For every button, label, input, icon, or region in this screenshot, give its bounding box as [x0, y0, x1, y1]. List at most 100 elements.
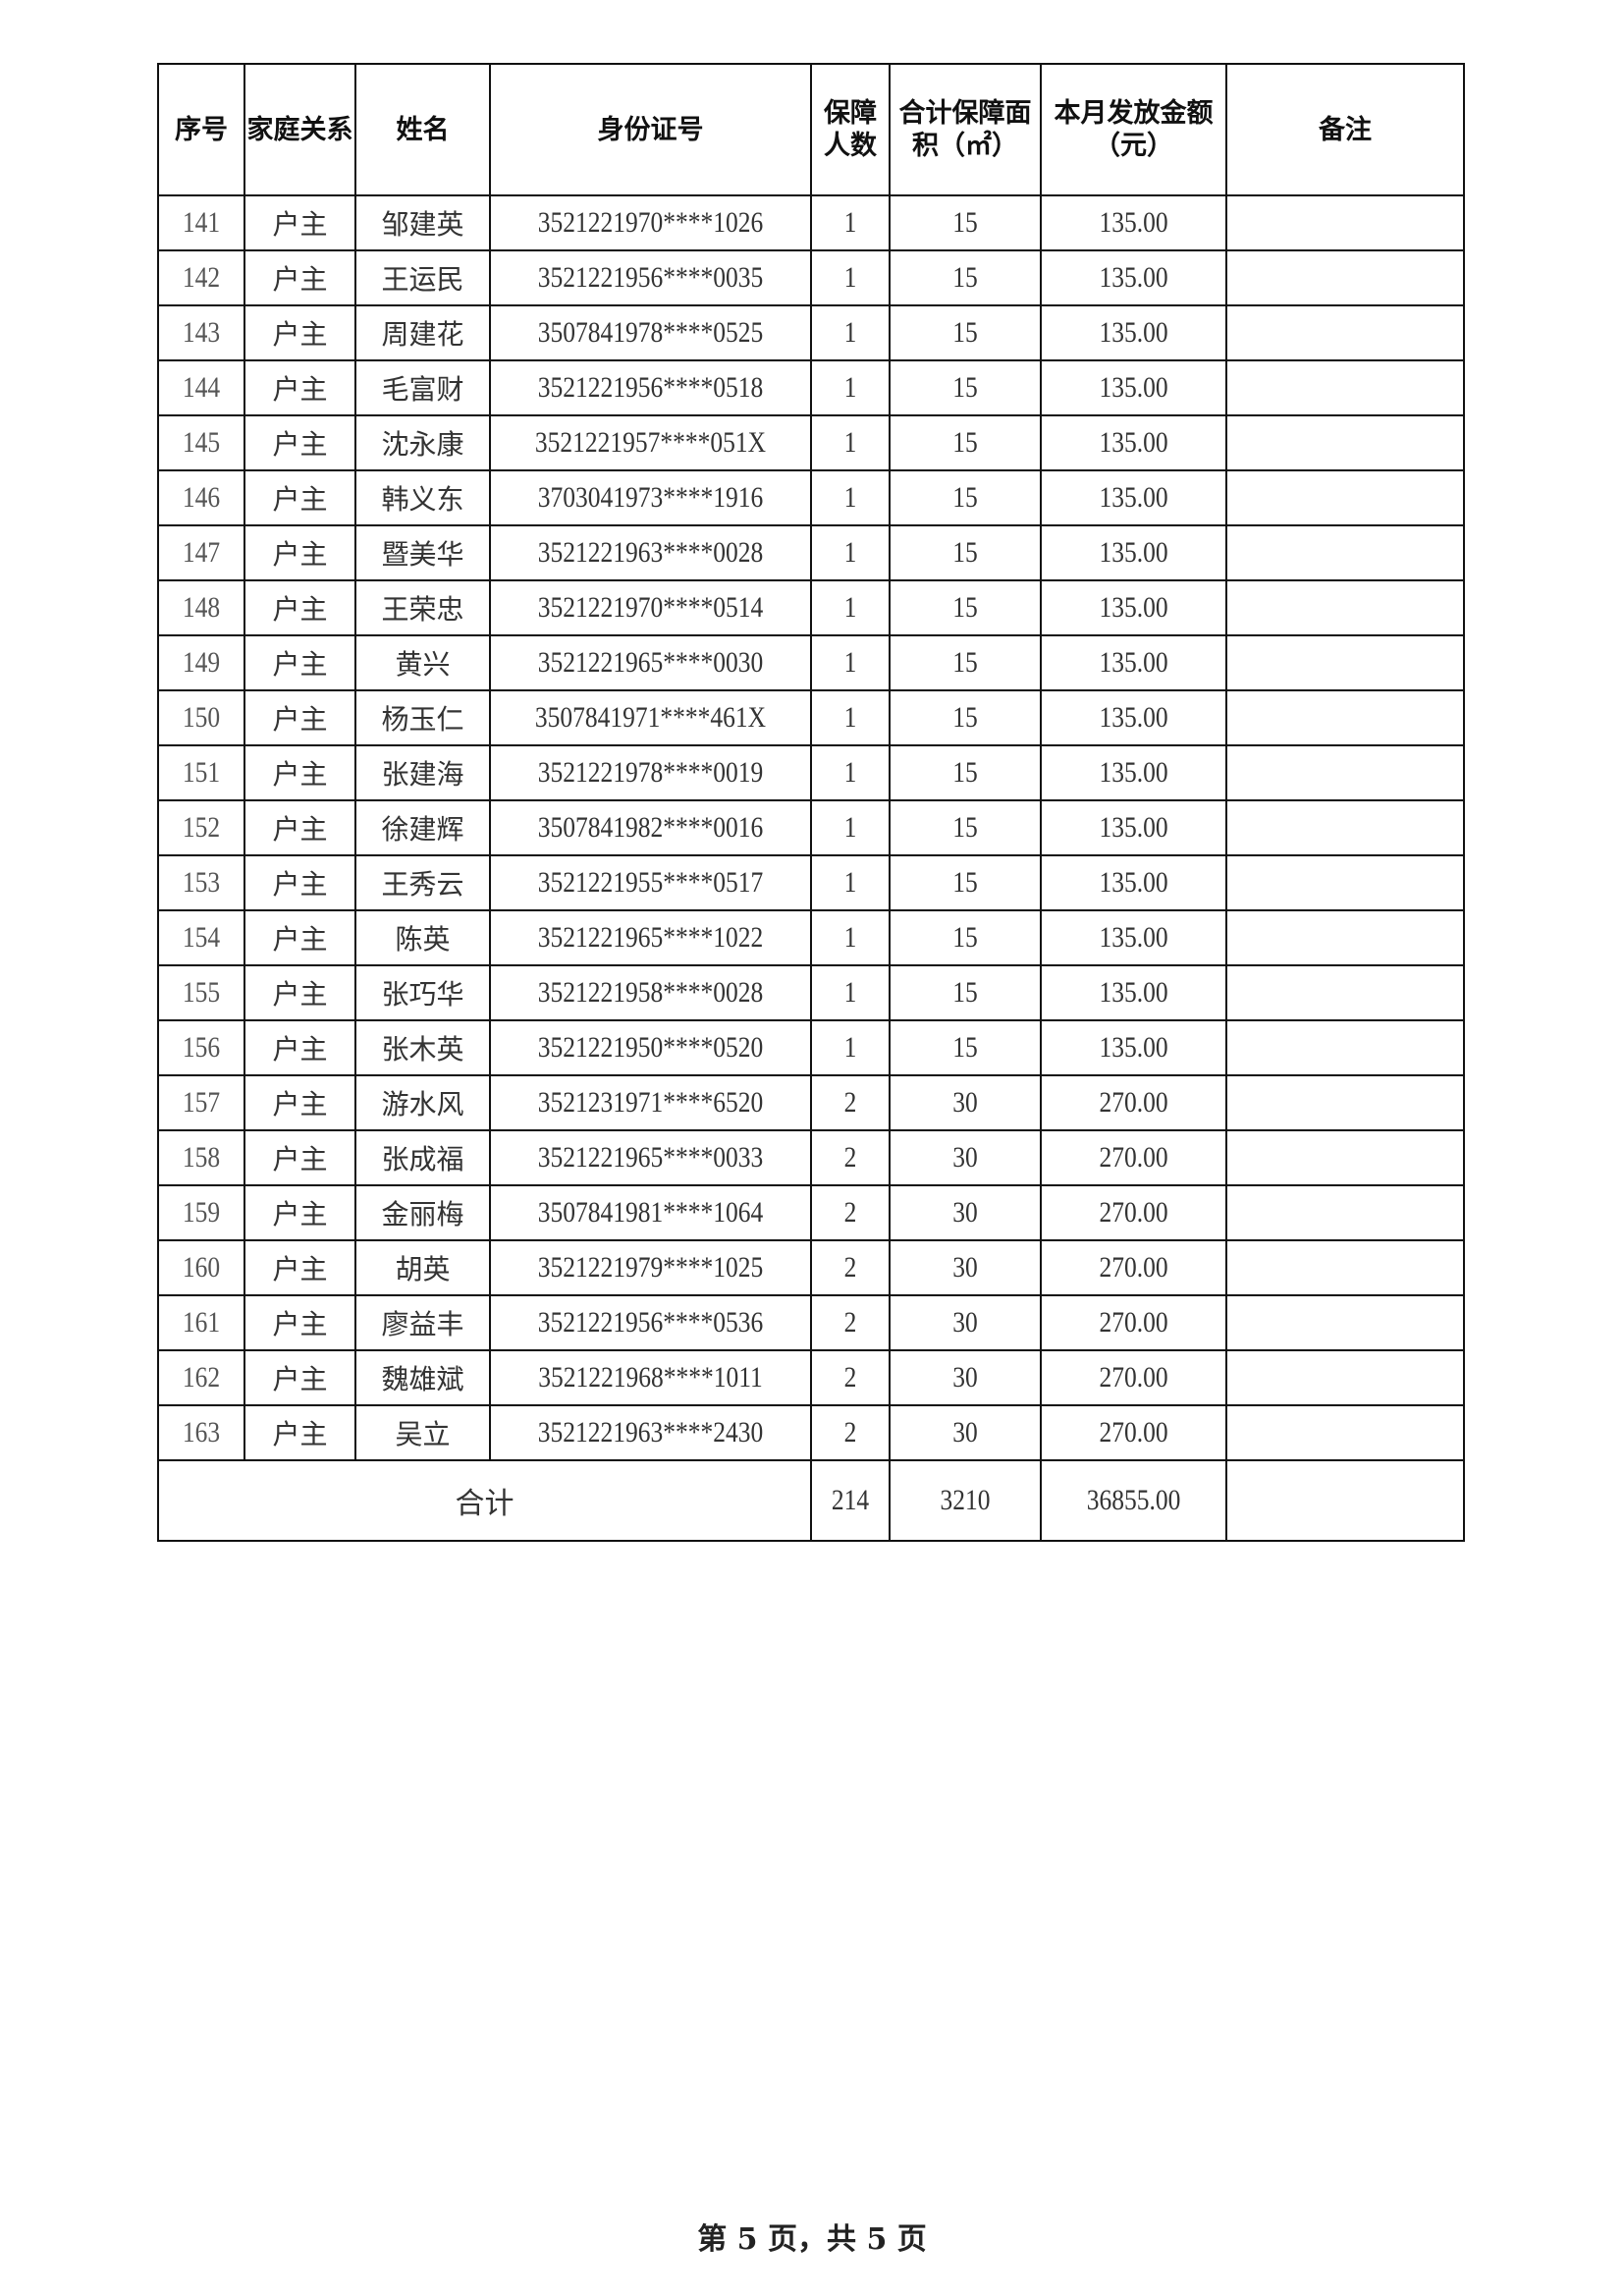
cell-area: 30: [899, 1184, 1031, 1241]
cell-remark: [1225, 744, 1465, 801]
cell-persons: 1: [816, 579, 885, 636]
cell-name: 廖益丰: [354, 1294, 491, 1351]
cell-remark: [1225, 194, 1465, 251]
cell-name: 胡英: [354, 1239, 491, 1296]
cell-amount: 270.00: [1054, 1074, 1214, 1131]
table-row: 160 户主 胡英 3521221979****1025 2 30 270.00: [158, 1239, 1465, 1296]
cell-name: 陈英: [354, 909, 491, 966]
cell-persons: 1: [816, 689, 885, 746]
header-seq: 序号: [157, 63, 245, 196]
cell-relation: 户主: [244, 1184, 356, 1241]
cell-name: 王荣忠: [354, 579, 491, 636]
cell-name: 邹建英: [354, 194, 491, 251]
cell-seq: 144: [163, 359, 240, 416]
cell-relation: 户主: [244, 414, 356, 471]
cell-id-number: 3521221958****0028: [513, 964, 788, 1021]
cell-area: 15: [899, 304, 1031, 361]
cell-amount: 135.00: [1054, 799, 1214, 856]
cell-relation: 户主: [244, 579, 356, 636]
cell-remark: [1225, 359, 1465, 416]
cell-relation: 户主: [244, 1239, 356, 1296]
cell-relation: 户主: [244, 1349, 356, 1406]
cell-seq: 148: [163, 579, 240, 636]
cell-id-number: 3521221965****0033: [513, 1129, 788, 1186]
cell-seq: 141: [163, 194, 240, 251]
cell-remark: [1225, 689, 1465, 746]
cell-seq: 143: [163, 304, 240, 361]
cell-persons: 2: [816, 1184, 885, 1241]
table-row: 157 户主 游水风 3521231971****6520 2 30 270.00: [158, 1074, 1465, 1131]
cell-relation: 户主: [244, 634, 356, 691]
cell-id-number: 3521221956****0035: [513, 249, 788, 306]
cell-persons: 1: [816, 744, 885, 801]
cell-id-number: 3703041973****1916: [513, 469, 788, 526]
cell-remark: [1225, 799, 1465, 856]
cell-seq: 147: [163, 524, 240, 581]
cell-id-number: 3521221956****0536: [513, 1294, 788, 1351]
cell-remark: [1225, 1129, 1465, 1186]
cell-relation: 户主: [244, 744, 356, 801]
cell-name: 王秀云: [354, 854, 491, 911]
cell-area: 15: [899, 689, 1031, 746]
cell-persons: 1: [816, 304, 885, 361]
cell-id-number: 3521221970****0514: [513, 579, 788, 636]
cell-seq: 150: [163, 689, 240, 746]
cell-id-number: 3521221957****051X: [513, 414, 788, 471]
cell-name: 张成福: [354, 1129, 491, 1186]
cell-persons: 2: [816, 1074, 885, 1131]
cell-seq: 145: [163, 414, 240, 471]
cell-relation: 户主: [244, 854, 356, 911]
cell-area: 15: [899, 524, 1031, 581]
cell-amount: 135.00: [1054, 854, 1214, 911]
cell-name: 徐建辉: [354, 799, 491, 856]
cell-id-number: 3507841981****1064: [513, 1184, 788, 1241]
table-row: 163 户主 吴立 3521221963****2430 2 30 270.00: [158, 1404, 1465, 1461]
cell-id-number: 3521231971****6520: [513, 1074, 788, 1131]
cell-seq: 163: [163, 1404, 240, 1461]
cell-area: 15: [899, 1019, 1031, 1076]
cell-remark: [1225, 304, 1465, 361]
cell-relation: 户主: [244, 1404, 356, 1461]
cell-persons: 1: [816, 634, 885, 691]
cell-seq: 153: [163, 854, 240, 911]
cell-amount: 270.00: [1054, 1404, 1214, 1461]
table-row: 156 户主 张木英 3521221950****0520 1 15 135.00: [158, 1019, 1465, 1076]
table-row: 147 户主 暨美华 3521221963****0028 1 15 135.00: [158, 524, 1465, 581]
cell-id-number: 3507841982****0016: [513, 799, 788, 856]
cell-relation: 户主: [244, 1019, 356, 1076]
cell-area: 30: [899, 1074, 1031, 1131]
cell-area: 15: [899, 469, 1031, 526]
cell-name: 魏雄斌: [354, 1349, 491, 1406]
cell-area: 30: [899, 1239, 1031, 1296]
cell-persons: 1: [816, 854, 885, 911]
cell-id-number: 3521221968****1011: [513, 1349, 788, 1406]
table-row: 155 户主 张巧华 3521221958****0028 1 15 135.00: [158, 964, 1465, 1021]
cell-persons: 1: [816, 414, 885, 471]
cell-area: 15: [899, 799, 1031, 856]
cell-remark: [1225, 1019, 1465, 1076]
cell-relation: 户主: [244, 799, 356, 856]
cell-area: 15: [899, 744, 1031, 801]
cell-remark: [1225, 1294, 1465, 1351]
table-header-row: 序号 家庭关系 姓名 身份证号 保障人数 合计保障面积（㎡） 本月发放金额（元）…: [157, 63, 1465, 196]
header-remark: 备注: [1225, 63, 1465, 196]
cell-name: 张建海: [354, 744, 491, 801]
cell-seq: 149: [163, 634, 240, 691]
cell-area: 15: [899, 964, 1031, 1021]
cell-amount: 135.00: [1054, 414, 1214, 471]
cell-name: 金丽梅: [354, 1184, 491, 1241]
cell-area: 30: [899, 1129, 1031, 1186]
table-row: 153 户主 王秀云 3521221955****0517 1 15 135.00: [158, 854, 1465, 911]
cell-relation: 户主: [244, 1294, 356, 1351]
cell-name: 王运民: [354, 249, 491, 306]
table-row: 158 户主 张成福 3521221965****0033 2 30 270.00: [158, 1129, 1465, 1186]
cell-remark: [1225, 1184, 1465, 1241]
cell-relation: 户主: [244, 359, 356, 416]
cell-name: 吴立: [354, 1404, 491, 1461]
table-row: 149 户主 黄兴 3521221965****0030 1 15 135.00: [158, 634, 1465, 691]
cell-id-number: 3521221978****0019: [513, 744, 788, 801]
cell-remark: [1225, 579, 1465, 636]
cell-amount: 135.00: [1054, 249, 1214, 306]
cell-name: 韩义东: [354, 469, 491, 526]
cell-id-number: 3507841978****0525: [513, 304, 788, 361]
